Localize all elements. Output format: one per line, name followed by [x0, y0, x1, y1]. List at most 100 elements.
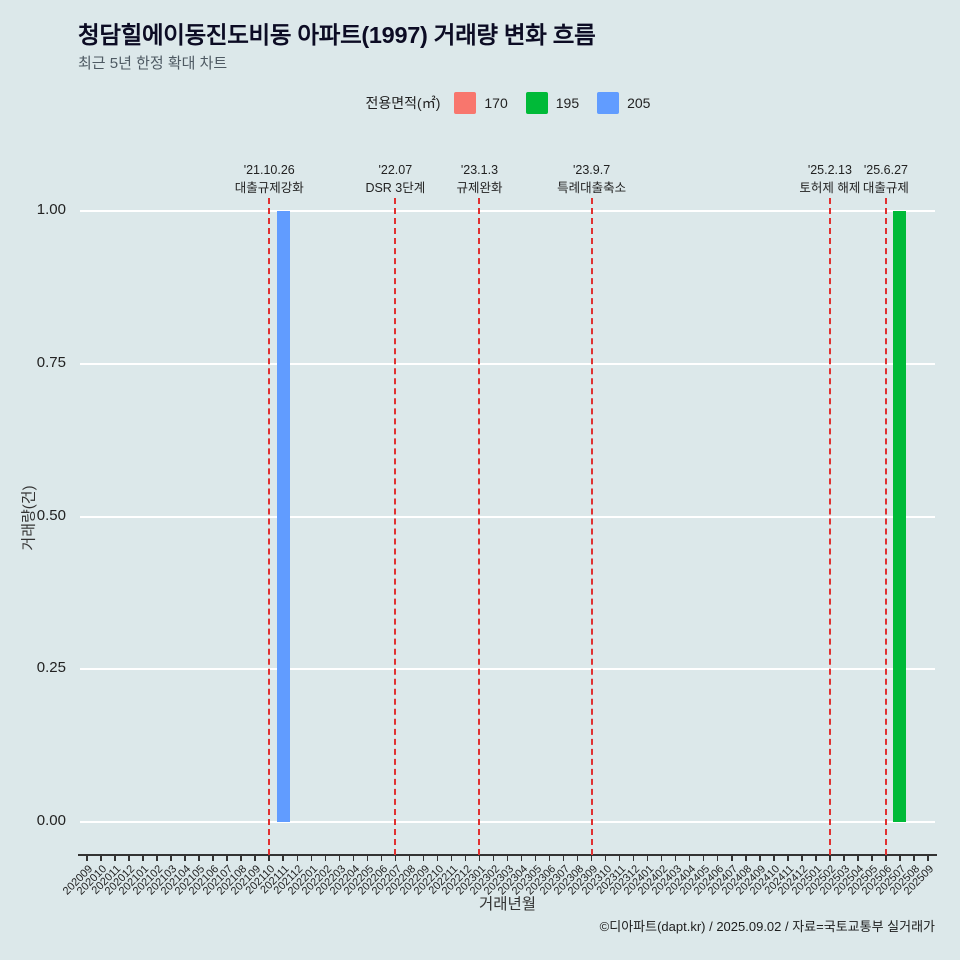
x-tick-mark: [352, 856, 355, 861]
x-tick-mark: [492, 856, 495, 861]
x-tick-mark: [142, 856, 144, 861]
gridline-1.00: [80, 210, 935, 212]
y-tick-label: 0.25: [36, 659, 66, 677]
chart-title: 청담힐에이동진도비동 아파트(1997) 거래량 변화 흐름: [78, 22, 596, 48]
x-tick-mark: [899, 856, 901, 861]
x-tick-mark: [702, 856, 705, 861]
event-date: '25.6.27: [863, 163, 908, 177]
event-annotation: '25.6.27 대출규제: [816, 161, 956, 197]
bar-205-202111: [276, 211, 290, 822]
event-annotation: '21.10.26 대출규제강화: [199, 161, 339, 197]
gridline-0.25: [80, 668, 935, 671]
x-tick-mark: [674, 856, 677, 861]
x-tick-mark: [815, 856, 817, 861]
x-tick-mark: [240, 856, 242, 861]
x-tick-mark: [506, 856, 509, 861]
x-tick-mark: [310, 856, 313, 861]
x-tick-mark: [716, 856, 719, 861]
legend-item-label: 170: [484, 95, 508, 111]
event-line-202502: [828, 198, 831, 855]
y-tick-label: 0.00: [36, 812, 66, 829]
legend-item-label: 205: [627, 95, 651, 111]
event-annotation: '22.07 DSR 3단계: [325, 161, 465, 197]
event-line-202207: [394, 198, 397, 855]
x-tick-mark: [688, 856, 691, 861]
x-tick-mark: [422, 856, 425, 861]
x-tick-mark: [86, 856, 88, 861]
gridline-0.75: [80, 362, 935, 365]
x-tick-mark: [268, 856, 270, 861]
event-label: 규제완화: [456, 181, 503, 195]
x-tick-mark: [464, 856, 467, 861]
event-line-202309: [590, 198, 593, 855]
legend-swatch-205: [597, 92, 620, 114]
x-tick-mark: [801, 856, 803, 861]
x-tick-mark: [170, 856, 172, 861]
chart-subtitle: 최근 5년 한정 확대 차트: [78, 55, 228, 72]
x-tick-mark: [212, 856, 214, 861]
x-tick-mark: [759, 856, 761, 861]
x-tick-mark: [226, 856, 228, 861]
x-tick-mark: [871, 856, 873, 861]
x-tick-mark: [156, 856, 158, 861]
x-tick-mark: [590, 856, 593, 861]
x-tick-mark: [731, 856, 733, 861]
x-tick-mark: [646, 856, 649, 861]
x-tick-mark: [773, 856, 775, 861]
x-tick-mark: [478, 856, 481, 861]
x-tick-mark: [604, 856, 607, 861]
x-tick-mark: [408, 856, 411, 861]
x-tick-mark: [520, 856, 523, 861]
x-tick-mark: [296, 856, 298, 861]
x-tick-mark: [366, 856, 369, 861]
event-label: 대출규제: [862, 181, 909, 195]
event-date: '25.2.13: [807, 163, 852, 177]
x-tick-mark: [927, 856, 929, 861]
y-tick-label: 0.75: [36, 353, 66, 371]
event-date: '23.1.3: [460, 163, 499, 177]
x-tick-mark: [114, 856, 116, 861]
event-date: '23.9.7: [573, 163, 611, 177]
x-tick-mark: [128, 856, 130, 861]
bar-195-202507: [893, 211, 907, 822]
x-tick-mark: [324, 856, 327, 861]
x-tick-mark: [576, 856, 579, 861]
x-tick-mark: [254, 856, 256, 861]
event-annotation: '23.9.7 특례대출축소: [522, 161, 662, 197]
x-axis-line: [78, 854, 937, 856]
event-annotation: '23.1.3 규제완화: [409, 161, 549, 197]
footer-credit: ©디아파트(dapt.kr) / 2025.09.02 / 자료=국토교통부 실…: [599, 919, 935, 934]
event-date: '21.10.26: [243, 163, 295, 177]
x-tick-mark: [436, 856, 439, 861]
x-tick-mark: [843, 856, 845, 861]
event-label: 특례대출축소: [557, 181, 627, 195]
legend-swatch-170: [454, 92, 477, 114]
legend-item-205: 205: [597, 92, 650, 114]
event-line-202506: [884, 198, 887, 855]
x-tick-mark: [660, 856, 663, 861]
x-tick-mark: [184, 856, 186, 861]
event-label: 토허제 해제: [799, 181, 861, 195]
legend-items: 170 195 205: [454, 92, 650, 114]
legend-title: 전용면적(㎡): [365, 95, 441, 111]
event-line-202110: [268, 198, 271, 855]
x-tick-mark: [338, 856, 341, 861]
y-tick-label: 1.00: [36, 201, 66, 218]
event-label: DSR 3단계: [365, 181, 426, 195]
legend-item-170: 170: [454, 92, 508, 114]
x-tick-mark: [394, 856, 397, 861]
x-tick-mark: [787, 856, 789, 861]
x-tick-mark: [100, 856, 102, 861]
x-axis-title: 거래년월: [478, 896, 537, 913]
legend-swatch-195: [525, 92, 548, 114]
event-label: 대출규제강화: [234, 181, 304, 195]
x-tick-mark: [282, 856, 284, 861]
x-tick-mark: [548, 856, 551, 861]
legend-item-label: 195: [555, 95, 580, 111]
x-tick-mark: [745, 856, 747, 861]
x-tick-mark: [632, 856, 635, 861]
legend: 전용면적(㎡) 170 195 205: [0, 92, 960, 114]
x-tick-mark: [829, 856, 831, 861]
x-tick-mark: [618, 856, 621, 861]
